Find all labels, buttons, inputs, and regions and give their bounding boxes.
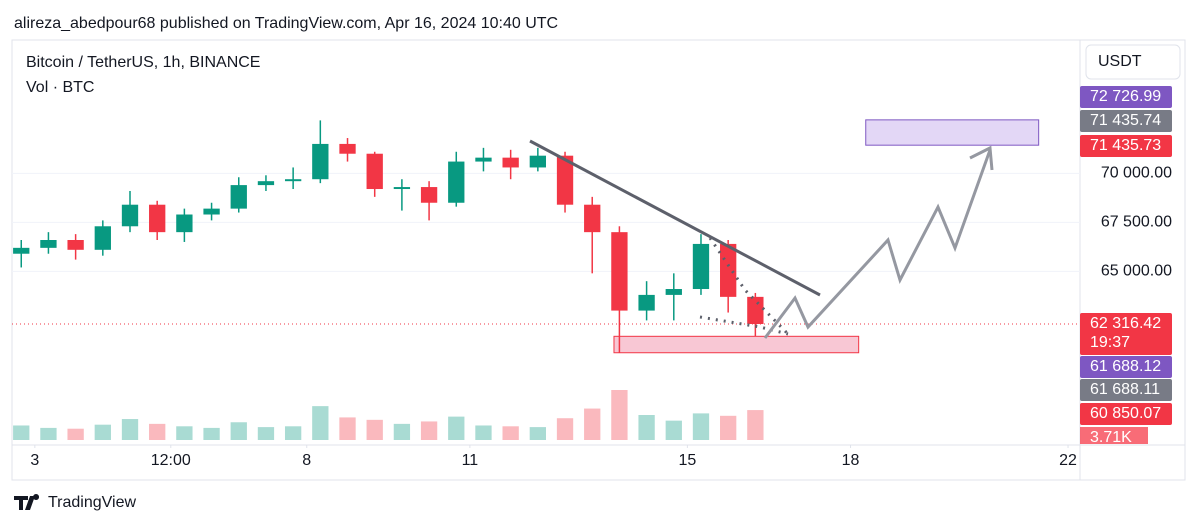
x-tick-label: 15 [678,452,696,469]
price-label-box [1080,313,1172,355]
y-tick-label: 70 000.00 [1101,165,1172,182]
candle-body [584,204,601,233]
price-label-box [1080,356,1172,378]
candle-body [284,179,302,182]
zone [865,119,1040,146]
volume-bar [257,427,275,440]
candle-body [230,185,247,209]
symbol-title: Bitcoin / TetherUS, 1h, BINANCE [26,54,260,71]
x-tick-label: 11 [462,452,479,469]
price-label-box [1080,379,1172,401]
currency: USDT [1098,53,1142,70]
brand: TradingView [48,494,136,511]
x-tick-label: 8 [302,452,311,469]
candle-body [149,204,166,233]
price-label: 72 726.99 [1090,88,1161,105]
candle-body [502,157,519,168]
price-label: 61 688.12 [1090,358,1161,375]
volume-bar [665,420,682,440]
x-tick-label: 22 [1059,452,1077,469]
volume-bar [611,390,628,440]
price-label-box [1080,135,1172,157]
volume-title: Vol · BTC [26,79,94,96]
candle-body [176,214,193,233]
volume-bar [420,421,438,440]
candle-body [366,153,383,190]
candle-body [393,187,411,190]
x-tick-label: 12:00 [151,452,191,469]
volume-bar [393,423,411,440]
x-tick-label: 18 [842,452,860,469]
projection-path [763,149,992,339]
volume-bar [448,416,465,440]
volume-bar [284,426,302,440]
currency-button[interactable] [1085,44,1181,80]
trend-line [529,139,821,297]
candle-body [312,143,329,180]
volume-bar [556,418,574,440]
candle-body [665,289,682,295]
volume-label: 3.71K [1090,429,1132,446]
volume-bar [312,406,329,440]
candle-body [529,155,546,168]
volume-bar [529,427,546,440]
volume-bar [747,410,764,440]
volume-bar [203,427,220,440]
candle-body [638,294,655,311]
volume-bar [366,419,383,440]
volume-bar [149,423,166,440]
volume-bar [638,415,655,440]
candle-body [67,240,84,250]
volume-bar [94,424,111,440]
volume-bar [121,419,139,440]
volume-bar [692,413,710,440]
candle-body [121,204,139,227]
price-label: 71 435.73 [1090,137,1161,154]
candle-body [257,181,275,186]
volume-bar [475,425,492,440]
price-label-box [1080,110,1172,132]
plot: 65 000.00 67 500.00 70 000.00 3 12:00 8 11 15 18… [12,119,1172,469]
support-dots [699,315,789,336]
volume-bar [176,426,193,440]
volume-bar [230,422,247,440]
candle-body [747,296,764,324]
candle-body [720,243,737,297]
candle-body [203,208,220,215]
price-label-box [1080,403,1172,425]
panel-frame [11,39,1186,481]
price-label: 61 688.11 [1090,381,1160,398]
volume-bar [67,428,84,440]
volume-bar [584,408,601,440]
price-label: 60 850.07 [1090,405,1161,422]
candle-body [420,187,438,203]
volume-bar [40,427,57,440]
y-tick-label: 67 500.00 [1101,214,1172,231]
candle-body [611,232,628,311]
projection-arrow [969,145,994,171]
logo-icon [14,494,40,510]
candle-body [448,161,465,203]
volume-bar [13,425,30,440]
volume-bar [502,426,519,440]
candle-body [94,226,111,250]
header: alireza_abedpour68 published on TradingV… [14,15,558,32]
candle-body [40,240,57,248]
volume-label-box [1080,427,1148,444]
price-label: 62 316.42 [1090,315,1161,332]
candle-body [692,243,710,290]
countdown: 19:37 [1090,334,1130,351]
zone [613,335,860,354]
price-label-box [1080,86,1172,108]
price-label: 71 435.74 [1090,112,1161,129]
candle-body [13,247,30,254]
candle-body [339,143,356,154]
candle-body [475,157,492,162]
x-tick-label: 3 [30,452,39,469]
volume-bar [720,415,737,440]
candle-body [556,155,574,205]
y-tick-label: 65 000.00 [1101,263,1172,280]
volume-bar [339,417,356,440]
